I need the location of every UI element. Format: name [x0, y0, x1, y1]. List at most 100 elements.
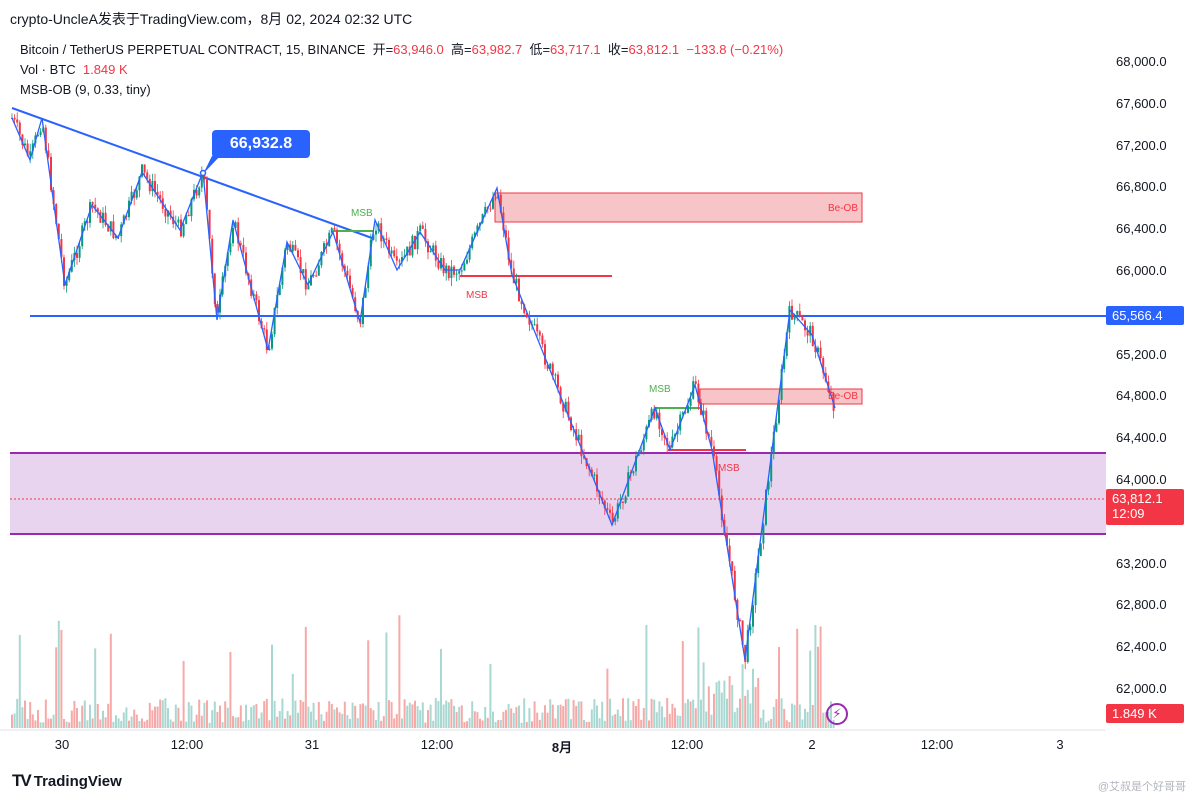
- volume-bar: [346, 715, 349, 728]
- candle-body: [242, 244, 245, 253]
- volume-bar: [575, 705, 578, 728]
- volume-bar: [219, 705, 221, 728]
- candle-body: [463, 263, 466, 271]
- volume-bar: [598, 718, 601, 728]
- candle-body: [806, 330, 809, 336]
- volume-row: Vol · BTC 1.849 K: [20, 60, 783, 80]
- candle-body: [694, 381, 697, 384]
- volume-bar: [177, 707, 180, 728]
- volume-bar: [83, 700, 86, 728]
- candle-body: [757, 556, 760, 574]
- volume-bar: [434, 698, 437, 728]
- candle-body: [419, 225, 422, 232]
- msb-bear-label-1: MSB: [466, 290, 488, 301]
- volume-bar: [502, 711, 505, 728]
- candle-body: [505, 230, 507, 238]
- volume-bar: [559, 704, 562, 728]
- lightning-icon[interactable]: ⚡: [826, 703, 848, 725]
- msb-bull-label-1: MSB: [351, 208, 373, 219]
- candle-body: [681, 412, 684, 415]
- volume-bar: [380, 720, 383, 728]
- volume-bar: [419, 710, 422, 728]
- volume-bar: [99, 719, 102, 728]
- candle-body: [323, 243, 325, 253]
- candle-body: [312, 275, 315, 277]
- price-tick-label: 66,400.0: [1116, 221, 1167, 237]
- volume-bar: [551, 704, 554, 728]
- candle-body: [492, 196, 494, 209]
- volume-bar: [312, 702, 315, 728]
- volume-bar: [57, 620, 60, 728]
- candle-body: [78, 246, 81, 258]
- volume-bar: [354, 705, 357, 728]
- volume-bar: [325, 711, 328, 728]
- volume-bar: [362, 703, 364, 728]
- volume-bar: [211, 710, 214, 728]
- bear-ob-label-2: Be-OB: [828, 391, 859, 402]
- tradingview-logo[interactable]: TV TradingView: [12, 771, 122, 791]
- volume-bar: [460, 705, 463, 728]
- volume-bar: [616, 709, 619, 728]
- volume-bar: [224, 701, 227, 728]
- volume-bar: [541, 712, 544, 728]
- candle-body: [655, 412, 658, 419]
- volume-bar: [388, 700, 390, 728]
- candle-body: [68, 271, 71, 281]
- volume-bar: [408, 702, 411, 728]
- candle-body: [351, 287, 354, 298]
- candle-body: [109, 221, 112, 232]
- volume-bar: [603, 720, 606, 728]
- volume-bar: [128, 720, 130, 728]
- volume-bar: [167, 708, 169, 728]
- candle-body: [44, 127, 47, 151]
- candle-body: [684, 412, 687, 414]
- candle-body: [232, 228, 234, 244]
- candle-body: [650, 408, 653, 420]
- candle-body: [434, 245, 437, 261]
- candle-body: [187, 214, 190, 217]
- volume-bar: [338, 712, 341, 728]
- candle-body: [190, 199, 193, 217]
- volume-bar: [489, 664, 492, 728]
- candle-body: [731, 561, 734, 571]
- volume-bar: [622, 698, 624, 728]
- volume-bar: [512, 712, 515, 728]
- candle-body: [294, 244, 297, 251]
- candle-body: [676, 430, 679, 435]
- volume-bar: [697, 627, 700, 728]
- candle-body: [551, 363, 554, 376]
- volume-bar: [195, 714, 198, 728]
- candle-body: [263, 328, 266, 330]
- candle-body: [63, 257, 65, 286]
- candle-body: [642, 439, 645, 451]
- volume-bar: [190, 705, 193, 728]
- candle-body: [765, 489, 767, 525]
- volume-bar: [694, 708, 697, 728]
- candle-body: [687, 405, 689, 413]
- volume-bar: [635, 706, 637, 728]
- candle-body: [330, 228, 333, 233]
- volume-bar: [320, 714, 323, 728]
- price-callout: 66,932.8: [212, 130, 310, 158]
- volume-bar: [47, 718, 50, 728]
- candle-body: [237, 222, 240, 244]
- price-tick-label: 62,000.0: [1116, 681, 1167, 696]
- volume-bar: [614, 714, 617, 728]
- candle-body: [562, 403, 565, 412]
- candle-body: [715, 456, 718, 471]
- volume-bar: [759, 717, 762, 728]
- candle-body: [26, 143, 29, 156]
- candle-body: [429, 251, 432, 253]
- candle-body: [94, 204, 97, 209]
- volume-bar: [445, 700, 448, 728]
- post-caption: crypto-UncleA发表于TradingView.com，8月 02, 2…: [10, 11, 413, 27]
- volume-bar: [302, 701, 305, 728]
- candle-body: [778, 399, 780, 424]
- volume-bar: [499, 720, 502, 728]
- candle-body: [343, 265, 346, 271]
- volume-bar: [185, 721, 188, 728]
- candle-body: [822, 358, 825, 373]
- indicator-row: MSB-OB (9, 0.33, tiny): [20, 80, 783, 100]
- candle-body: [346, 270, 349, 276]
